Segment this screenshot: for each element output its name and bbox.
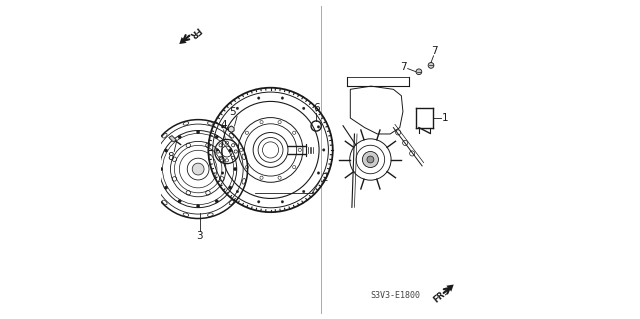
Circle shape <box>196 204 200 208</box>
Circle shape <box>317 126 320 128</box>
Circle shape <box>257 97 260 99</box>
Circle shape <box>281 201 284 203</box>
Text: S3V3-E1800: S3V3-E1800 <box>370 291 420 300</box>
Circle shape <box>416 69 422 75</box>
Circle shape <box>236 190 239 193</box>
Circle shape <box>196 130 200 134</box>
Circle shape <box>367 156 374 163</box>
Circle shape <box>281 97 284 99</box>
Text: 3: 3 <box>196 231 203 241</box>
Polygon shape <box>228 126 234 132</box>
Circle shape <box>228 149 232 152</box>
Circle shape <box>215 135 218 138</box>
Circle shape <box>178 135 181 138</box>
Circle shape <box>428 63 434 68</box>
Circle shape <box>221 172 224 174</box>
Circle shape <box>317 172 320 174</box>
Text: 2: 2 <box>321 173 328 183</box>
Circle shape <box>236 107 239 110</box>
Text: 8: 8 <box>168 152 174 162</box>
Circle shape <box>257 201 260 203</box>
Circle shape <box>192 163 204 175</box>
Text: 7: 7 <box>399 62 406 72</box>
Circle shape <box>178 200 181 203</box>
Text: FR.: FR. <box>431 287 449 304</box>
Circle shape <box>215 200 218 203</box>
Polygon shape <box>179 37 187 44</box>
Circle shape <box>234 167 237 171</box>
Circle shape <box>303 190 305 193</box>
Text: 5: 5 <box>230 107 236 117</box>
Circle shape <box>362 152 378 167</box>
Text: 4: 4 <box>220 120 227 130</box>
Circle shape <box>323 149 325 151</box>
Polygon shape <box>169 136 177 142</box>
Circle shape <box>216 149 219 151</box>
Circle shape <box>159 167 163 171</box>
Circle shape <box>164 149 168 152</box>
Circle shape <box>221 126 224 128</box>
Polygon shape <box>446 285 454 292</box>
Circle shape <box>303 107 305 110</box>
Circle shape <box>164 186 168 189</box>
Text: FR.: FR. <box>184 24 202 41</box>
Text: 6: 6 <box>313 102 319 113</box>
Text: 7: 7 <box>431 46 438 56</box>
Text: 1: 1 <box>442 113 449 123</box>
Circle shape <box>228 186 232 189</box>
